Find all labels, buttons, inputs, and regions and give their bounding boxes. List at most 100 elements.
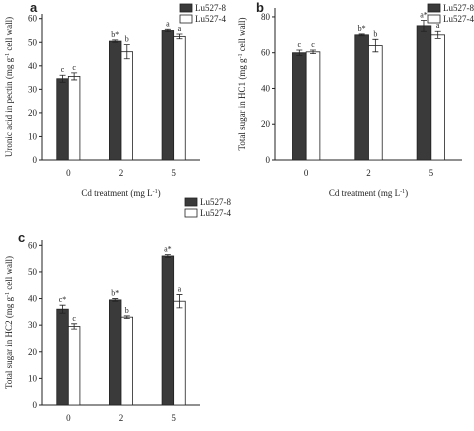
significance-letter: c — [72, 314, 76, 323]
error-bar — [164, 28, 171, 33]
bar — [292, 52, 307, 161]
x-tick-label: 2 — [366, 168, 371, 178]
y-axis-title-part: Uronic acid in pectin (mg g — [4, 57, 14, 157]
y-tick-label: 30 — [28, 84, 38, 94]
x-axis-title: Cd treatment (mg L-1) — [329, 188, 408, 198]
error-bar — [176, 33, 183, 40]
x-axis-title-part: Cd treatment (mg L — [81, 188, 152, 198]
error-bar — [358, 33, 365, 37]
significance-letter: c — [61, 65, 65, 74]
y-axis-title: Total sugar in HC2 (mg g-1 cell wall) — [4, 256, 14, 389]
error-bar — [176, 294, 183, 309]
significance-letter: b* — [111, 289, 119, 298]
legend-label: Lu527-4 — [200, 208, 231, 218]
bar — [173, 300, 186, 406]
panel-label: c — [18, 230, 25, 245]
y-axis-title: Uronic acid in pectin (mg g-1 cell wall) — [4, 17, 14, 157]
legend-swatch — [427, 14, 441, 24]
significance-letter: a — [166, 19, 170, 28]
bar — [67, 326, 81, 406]
y-tick-label: 10 — [28, 373, 38, 383]
y-tick-label: 50 — [28, 267, 38, 277]
x-tick-label: 5 — [429, 168, 434, 178]
significance-letter: c — [72, 63, 76, 72]
legend-label: Lu527-4 — [443, 14, 474, 24]
y-tick-label: 20 — [261, 119, 271, 129]
x-tick-label: 5 — [171, 413, 176, 423]
significance-letter: a — [178, 24, 182, 33]
legend-swatch — [179, 3, 193, 13]
x-axis-title-part: -1 — [400, 189, 405, 195]
bar — [67, 76, 81, 161]
y-tick-label: 40 — [28, 61, 38, 71]
x-axis-title-part: Cd treatment (mg L — [329, 188, 400, 198]
error-bar — [372, 38, 379, 53]
error-bar — [420, 20, 427, 32]
x-tick-label: 5 — [171, 168, 176, 178]
error-bar — [59, 74, 66, 83]
y-axis-title-part: -1 — [5, 292, 11, 297]
significance-letter: c — [311, 40, 315, 49]
legend-label: Lu527-8 — [195, 3, 226, 13]
error-bar — [310, 49, 317, 54]
x-axis-title-part: ) — [405, 188, 408, 198]
bar — [416, 25, 432, 161]
y-tick-label: 20 — [28, 347, 38, 357]
legend-swatch — [184, 208, 198, 218]
bar — [368, 45, 383, 161]
bar — [161, 30, 175, 161]
error-bar — [164, 254, 171, 258]
panel-label: a — [30, 0, 38, 15]
error-bar — [434, 30, 441, 39]
y-tick-label: 80 — [261, 12, 271, 22]
bar — [56, 308, 69, 406]
y-tick-label: 0 — [33, 400, 38, 410]
y-axis-title-part: Total sugar in HC2 (mg g — [4, 296, 14, 389]
y-axis-title-part: cell wall) — [4, 256, 14, 292]
bar — [120, 51, 133, 161]
bar — [430, 34, 445, 161]
y-tick-label: 50 — [28, 37, 38, 47]
legend-label: Lu527-8 — [200, 197, 231, 207]
y-tick-label: 60 — [261, 48, 271, 58]
significance-letter: b — [373, 29, 377, 38]
y-tick-label: 30 — [28, 320, 38, 330]
y-axis-title-part: cell wall) — [4, 17, 14, 53]
x-tick-label: 0 — [66, 168, 71, 178]
y-tick-label: 10 — [28, 131, 38, 141]
y-axis-title-part: Total sugar in HC1 (mg g — [237, 58, 247, 151]
panel-label: b — [256, 0, 264, 15]
y-axis-title-part: cell wall) — [237, 17, 247, 53]
y-tick-label: 60 — [28, 240, 38, 250]
y-tick-label: 40 — [261, 83, 271, 93]
y-tick-label: 0 — [266, 155, 271, 165]
significance-letter: a* — [420, 11, 428, 20]
x-tick-label: 2 — [119, 168, 124, 178]
y-axis-title: Total sugar in HC1 (mg g-1 cell wall) — [237, 17, 247, 150]
legend-swatch — [184, 197, 198, 207]
bar — [305, 51, 321, 161]
x-tick-label: 0 — [304, 168, 309, 178]
y-tick-label: 0 — [33, 155, 38, 165]
bar — [354, 34, 369, 161]
error-bar — [123, 315, 130, 319]
significance-letter: b — [125, 306, 129, 315]
significance-letter: a — [178, 285, 182, 294]
x-axis-title-part: ) — [158, 188, 161, 198]
error-bar — [296, 49, 303, 56]
error-bar — [123, 44, 130, 60]
bar — [56, 78, 69, 161]
significance-letter: b* — [358, 24, 366, 33]
significance-letter: c* — [59, 295, 67, 304]
y-axis-title-part: -1 — [5, 53, 11, 58]
bar — [173, 35, 186, 161]
significance-letter: b — [125, 35, 129, 44]
y-axis-title-part: -1 — [238, 53, 244, 58]
bar — [109, 299, 122, 406]
significance-letter: a — [436, 21, 440, 30]
error-bar — [112, 298, 119, 302]
